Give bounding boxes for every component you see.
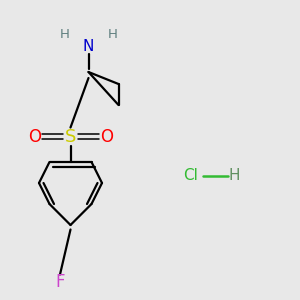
Text: H: H (228, 168, 240, 183)
Text: O: O (28, 128, 41, 146)
Text: S: S (65, 128, 76, 146)
Text: Cl: Cl (183, 168, 198, 183)
Text: O: O (100, 128, 113, 146)
Text: H: H (108, 28, 117, 41)
Text: N: N (83, 39, 94, 54)
Text: F: F (55, 273, 65, 291)
Text: H: H (60, 28, 69, 41)
